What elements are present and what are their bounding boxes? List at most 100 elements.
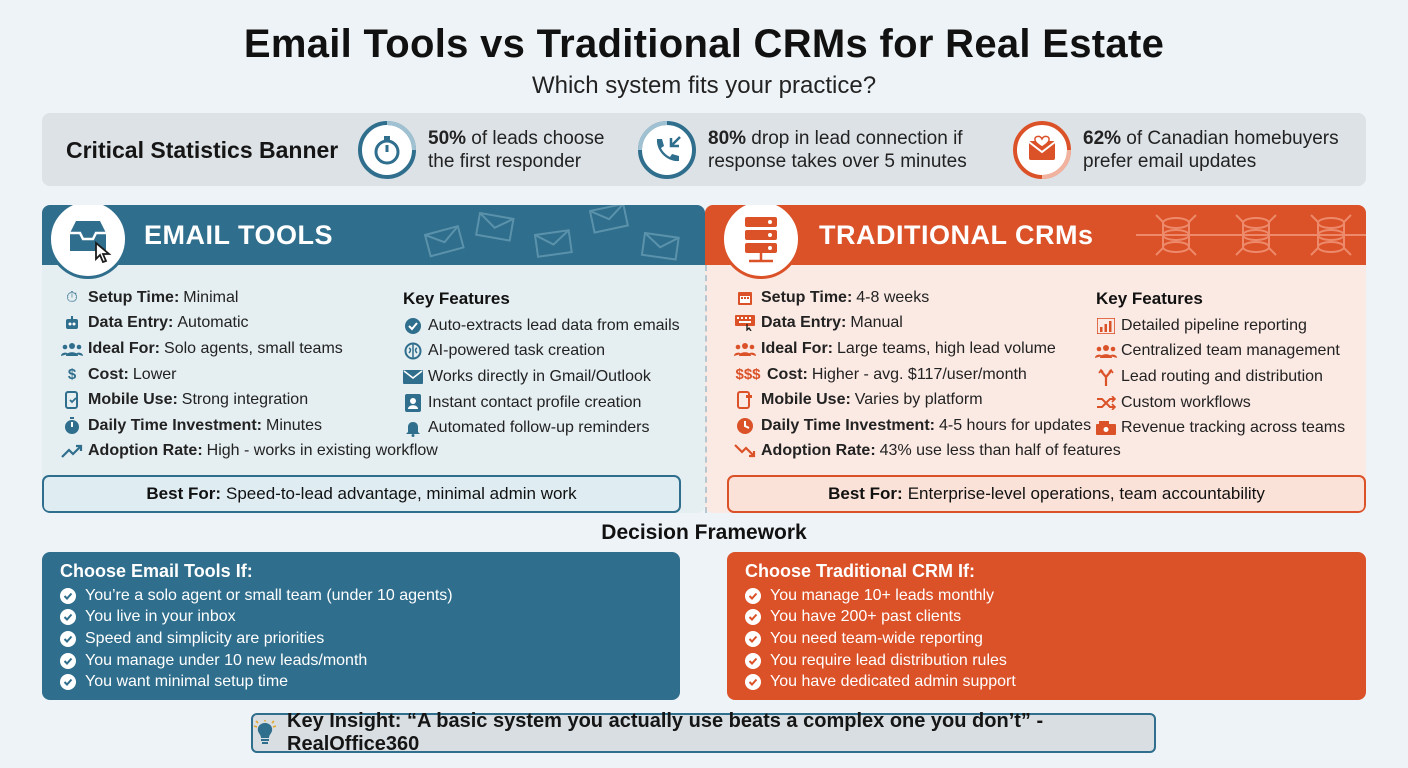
best-for-label: Best For: [146,484,222,503]
server-stack-icon [721,205,801,279]
list-item: You need team-wide reporting [745,628,1016,650]
email-tools-specs: ⏱ Setup Time: Minimal Data Entry: Automat… [58,285,438,464]
spec-item: Setup Time: 4-8 weeks [731,285,1121,311]
spec-item: $ Cost: Lower [58,362,438,388]
feature-item: Lead routing and distribution [1093,364,1345,390]
feature-item: Detailed pipeline reporting [1093,313,1345,339]
spec-item: Ideal For: Large teams, high lead volume [731,336,1121,362]
list-item: You’re a solo agent or small team (under… [60,585,453,607]
feature-text: Works directly in Gmail/Outlook [428,367,651,385]
spec-label: Data Entry: [88,314,174,332]
spec-label: Daily Time Investment: [88,416,262,434]
spec-item: Ideal For: Solo agents, small teams [58,336,438,362]
spec-value: Large teams, high lead volume [837,339,1056,357]
key-insight-text: Key Insight: “A basic system you actuall… [287,710,1044,755]
traditional-crms-header: TRADITIONAL CRMs [705,205,1366,265]
choose-email-tools-list: You’re a solo agent or small team (under… [60,585,453,693]
check-circle-icon [745,609,761,626]
spec-value: 43% use less than half of features [879,442,1121,460]
stat-value: 50% [428,128,467,149]
robot-icon [58,315,86,331]
email-tools-best-for: Best For: Speed-to-lead advantage, minim… [42,475,681,513]
team-icon [1093,344,1119,359]
traditional-crms-title: TRADITIONAL CRMs [819,220,1094,250]
stat-text-line1: drop in lead connection if [746,128,963,149]
feature-text: Detailed pipeline reporting [1121,316,1307,334]
best-for-label: Best For: [828,484,903,503]
spec-item: Data Entry: Automatic [58,311,438,337]
page-subtitle: Which system fits your practice? [531,72,877,99]
stopwatch-icon [358,121,416,179]
feature-item: Instant contact profile creation [400,390,680,416]
spec-label: Setup Time: [761,288,853,306]
feature-text: Automated follow-up reminders [428,419,650,437]
stat-text-line1: of Canadian homebuyers [1121,128,1339,149]
list-item-text: You require lead distribution rules [770,651,1007,669]
spec-value: 4-5 hours for updates [938,416,1092,434]
feature-text: Centralized team management [1121,342,1340,360]
spec-item: Mobile Use: Strong integration [58,387,438,413]
check-circle-icon [60,609,76,626]
traditional-crms-panel: TRADITIONAL CRMs Setup Time: 4-8 weeks D… [705,205,1366,513]
list-item: You want minimal setup time [60,671,453,693]
spec-value: 4-8 weeks [856,288,930,306]
spec-value: High - works in existing workflow [206,442,438,460]
spec-item: Daily Time Investment: 4-5 hours for upd… [731,413,1121,439]
spec-value: Higher - avg. $117/user/month [811,365,1027,383]
statistics-banner: Critical Statistics Banner 50% of leads … [42,113,1366,186]
list-item-text: You manage under 10 new leads/month [85,651,368,669]
spec-item: Data Entry: Manual [731,311,1121,337]
lightbulb-icon [253,720,277,746]
best-for-value: Speed-to-lead advantage, minimal admin w… [226,484,577,503]
feature-item: AI-powered task creation [400,339,680,365]
stat-text-line2: the first responder [428,151,582,172]
list-item-text: You’re a solo agent or small team (under… [85,586,453,604]
spec-label: Mobile Use: [761,391,851,409]
traditional-crms-best-for: Best For: Enterprise-level operations, t… [727,475,1366,513]
spec-item: Adoption Rate: High - works in existing … [58,439,438,465]
spec-label: Cost: [767,365,808,383]
spec-value: Minutes [265,416,323,434]
feature-item: Auto-extracts lead data from emails [400,313,680,339]
spec-value: Strong integration [181,391,309,409]
brain-icon [400,342,426,360]
spec-label: Daily Time Investment: [761,416,935,434]
spec-value: Lower [132,365,177,383]
shuffle-icon [1093,395,1119,410]
spec-item: $$$ Cost: Higher - avg. $117/user/month [731,362,1121,388]
check-circle-icon [745,587,761,604]
spec-label: Adoption Rate: [88,442,203,460]
page-title: Email Tools vs Traditional CRMs for Real… [243,22,1165,66]
list-item: Speed and simplicity are priorities [60,628,453,650]
spec-label: Cost: [88,365,129,383]
spec-item: Adoption Rate: 43% use less than half of… [731,439,1121,465]
stat-text-line1: of leads choose [466,128,605,149]
list-item-text: You have 200+ past clients [770,608,962,626]
feature-item: Works directly in Gmail/Outlook [400,364,680,390]
feature-item: Centralized team management [1093,339,1345,365]
feature-item: Automated follow-up reminders [400,415,680,441]
decision-framework-title: Decision Framework [601,521,807,544]
spec-label: Data Entry: [761,314,847,332]
feature-text: Revenue tracking across teams [1121,419,1346,437]
feature-text: Custom workflows [1121,393,1251,411]
inbox-tray-icon [48,205,128,279]
spec-value: Automatic [177,314,249,332]
list-item-text: You need team-wide reporting [770,629,983,647]
list-item-text: Speed and simplicity are priorities [85,629,325,647]
choose-traditional-crm-title: Choose Traditional CRM If: [745,561,976,581]
spec-label: Ideal For: [761,339,834,357]
list-item-text: You manage 10+ leads monthly [770,586,995,604]
bar-chart-icon [1093,317,1119,334]
spec-value: Minimal [183,288,239,306]
trend-down-icon [731,444,759,458]
feature-text: Instant contact profile creation [428,393,642,411]
statistics-banner-label: Critical Statistics Banner [66,137,339,163]
spec-item: ⏱ Setup Time: Minimal [58,285,438,311]
check-circle-icon [745,630,761,647]
email-tools-panel: EMAIL TOOLS ⏱ Setup Time: Minimal Data En… [42,205,705,513]
feature-text: Lead routing and distribution [1121,367,1323,385]
list-item: You live in your inbox [60,607,453,629]
dollar-triple-icon: $$$ [735,366,761,384]
spec-label: Ideal For: [88,339,161,357]
